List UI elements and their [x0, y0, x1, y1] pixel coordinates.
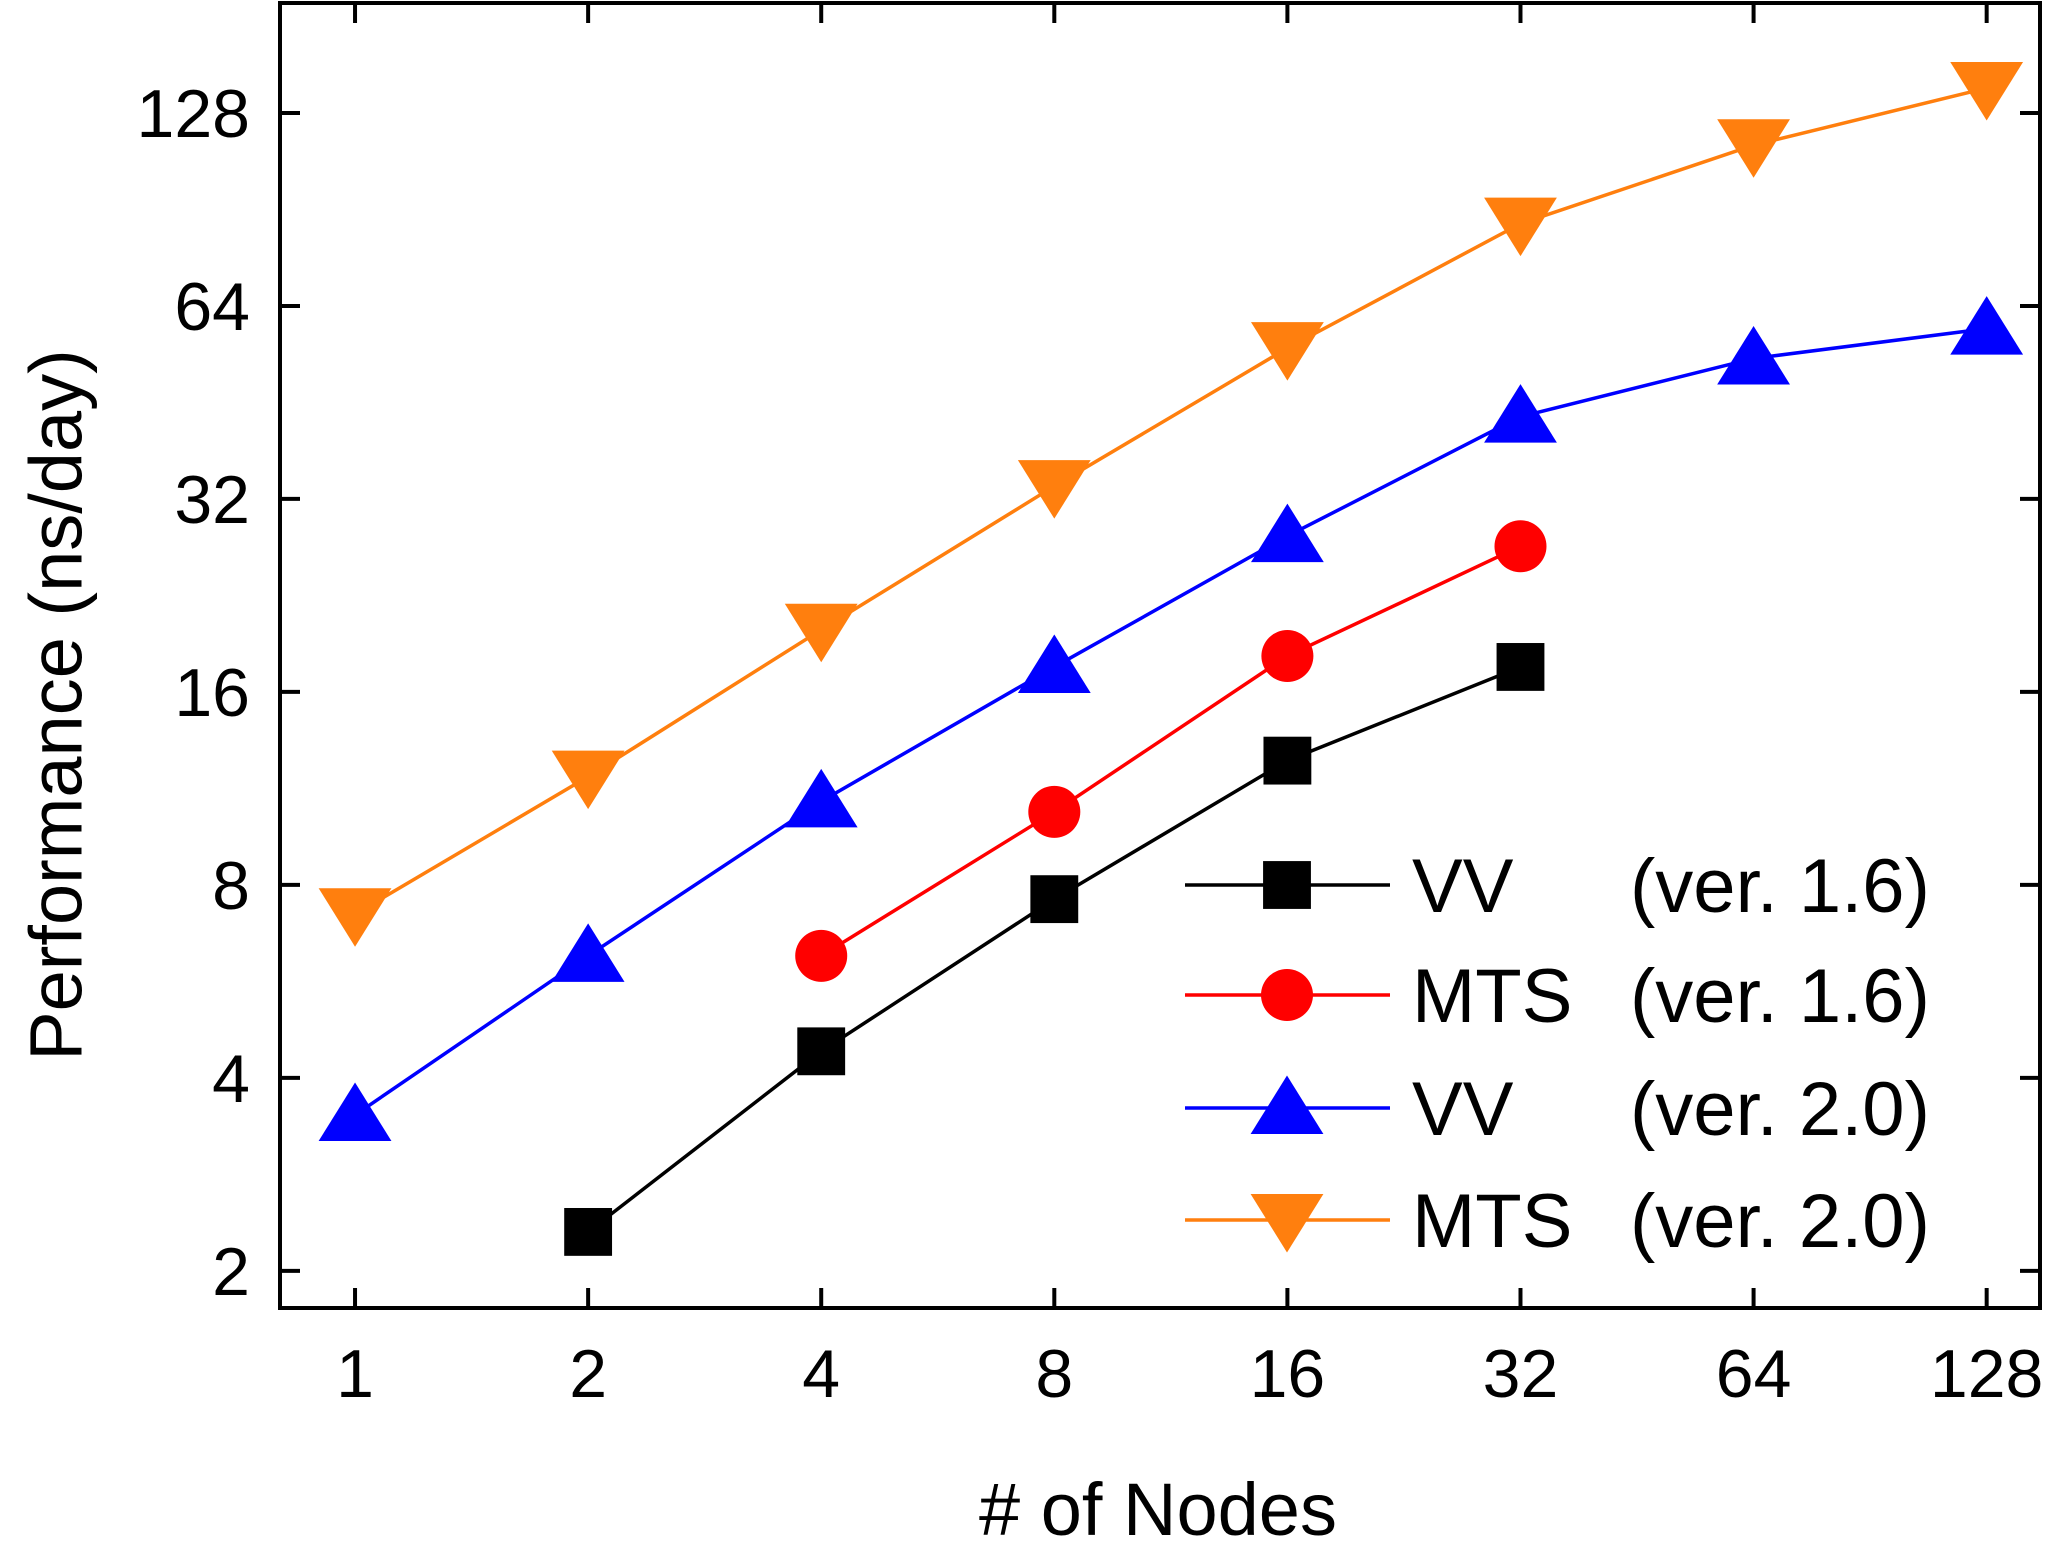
data-point — [1017, 460, 1091, 519]
legend: VV (ver. 1.6)MTS (ver. 1.6)VV (ver. 2.0)MTS… — [1185, 844, 1930, 1264]
data-point — [1261, 630, 1314, 683]
series-line — [587, 665, 1522, 1234]
y-tick-label: 32 — [174, 462, 250, 538]
x-tick-label: 16 — [1250, 1336, 1326, 1412]
data-point — [797, 1027, 846, 1076]
data-point — [1950, 62, 2024, 121]
data-point — [1950, 296, 2024, 355]
series-layer — [318, 62, 2024, 1256]
series-0 — [564, 643, 1545, 1256]
plot-frame — [278, 1, 2042, 1310]
x-tick-label: 4 — [802, 1336, 840, 1412]
data-point — [1028, 785, 1081, 838]
series-line — [354, 326, 1987, 1117]
x-tick-label: 128 — [1930, 1336, 2043, 1412]
data-point — [1717, 119, 1790, 178]
axis-ticks — [280, 3, 2040, 1308]
data-point — [1496, 643, 1545, 691]
x-tick-label: 32 — [1483, 1336, 1559, 1412]
y-tick-labels: 2 4 8 16 32 64 128 — [137, 76, 250, 1310]
y-tick-label: 128 — [137, 76, 250, 152]
legend-label-version: (ver. 2.0) — [1630, 1067, 1930, 1152]
data-point — [1250, 322, 1324, 381]
x-tick-label: 64 — [1716, 1336, 1792, 1412]
x-tick-label: 2 — [569, 1336, 607, 1412]
legend-marker — [1250, 1075, 1324, 1134]
data-point — [551, 923, 625, 982]
data-point — [564, 1207, 613, 1256]
data-point — [1250, 503, 1324, 563]
legend-item: MTS (ver. 1.6) — [1185, 954, 1930, 1039]
legend-marker — [1261, 969, 1313, 1021]
x-tick-label: 1 — [336, 1336, 374, 1412]
legend-label-version: (ver. 1.6) — [1630, 954, 1930, 1039]
y-tick-label: 4 — [212, 1041, 250, 1117]
y-tick-label: 16 — [174, 655, 250, 731]
data-point — [318, 1082, 392, 1142]
x-tick-labels: 1 2 4 8 16 32 64 128 — [336, 1336, 2043, 1412]
legend-label-name: VV — [1412, 844, 1514, 929]
data-point — [318, 888, 392, 947]
data-point — [1030, 875, 1079, 924]
legend-label-version: (ver. 2.0) — [1630, 1179, 1930, 1264]
data-point — [1717, 325, 1790, 385]
legend-marker — [1263, 861, 1311, 909]
legend-item: VV (ver. 2.0) — [1185, 1067, 1930, 1152]
x-axis-title: # of Nodes — [979, 1468, 1337, 1541]
series-line — [354, 86, 1988, 916]
legend-label-name: MTS — [1412, 1179, 1572, 1264]
legend-label-name: MTS — [1412, 954, 1572, 1039]
series-line — [820, 544, 1522, 958]
y-tick-label: 64 — [174, 269, 250, 345]
data-point — [1484, 384, 1557, 443]
y-tick-label: 8 — [212, 848, 250, 924]
legend-label-name: VV — [1412, 1067, 1514, 1152]
data-point — [1484, 197, 1557, 257]
legend-marker — [1250, 1194, 1324, 1253]
legend-item: VV (ver. 1.6) — [1185, 844, 1930, 929]
series-1 — [795, 520, 1547, 982]
y-tick-label: 2 — [212, 1234, 250, 1310]
legend-label-version: (ver. 1.6) — [1630, 844, 1930, 929]
data-point — [795, 929, 848, 982]
data-point — [1263, 736, 1312, 785]
x-tick-label: 8 — [1035, 1336, 1073, 1412]
series-3 — [318, 62, 2024, 947]
data-point — [1017, 634, 1091, 693]
data-point — [784, 603, 858, 663]
legend-item: MTS (ver. 2.0) — [1185, 1179, 1930, 1264]
data-point — [551, 750, 625, 810]
series-2 — [318, 296, 2024, 1142]
data-point — [784, 768, 858, 828]
data-point — [1494, 520, 1547, 573]
y-axis-title: Performance (ns/day) — [15, 349, 98, 1061]
